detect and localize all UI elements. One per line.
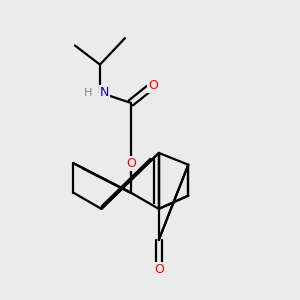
Text: O: O bbox=[148, 79, 158, 92]
Text: O: O bbox=[126, 157, 136, 170]
Text: N: N bbox=[100, 86, 109, 99]
Text: H: H bbox=[83, 88, 92, 98]
Text: O: O bbox=[154, 263, 164, 276]
